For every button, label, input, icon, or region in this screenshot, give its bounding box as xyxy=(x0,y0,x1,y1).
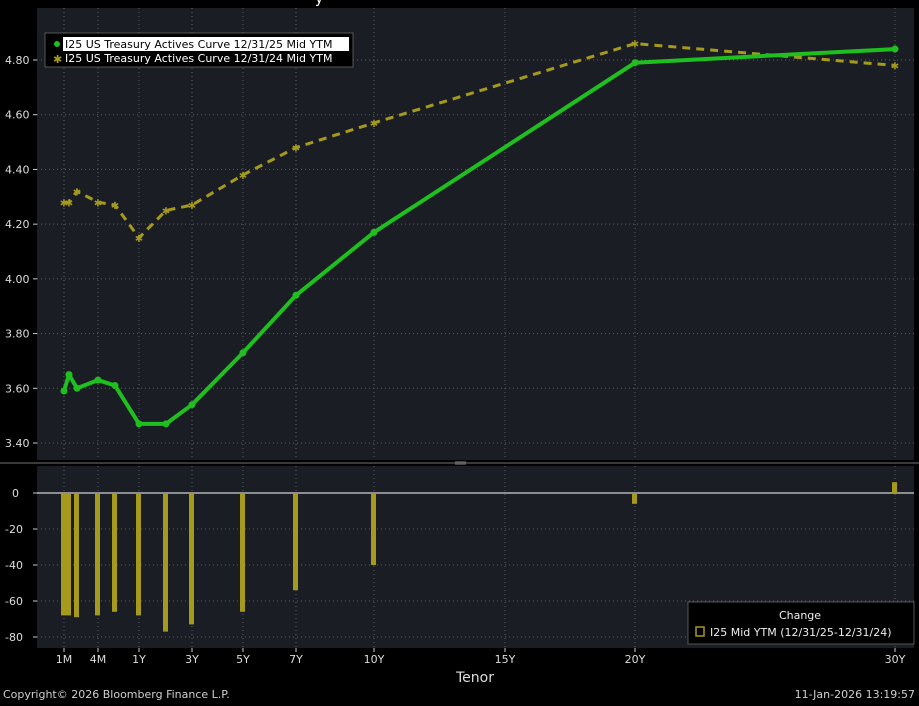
change-bar-7Y xyxy=(293,493,298,591)
change-bar-10Y xyxy=(371,493,376,565)
point-2025-30Y xyxy=(891,45,899,53)
bottom-y-tick-label: -20 xyxy=(5,523,23,536)
point-2025-5Y xyxy=(239,349,247,357)
point-2025-20Y xyxy=(631,59,639,67)
x-tick-label: 15Y xyxy=(495,653,516,666)
point-2025-7Y xyxy=(292,291,300,299)
point-2025-10Y xyxy=(370,228,378,236)
point-2025-4M xyxy=(94,376,102,384)
x-tick-label: 10Y xyxy=(364,653,385,666)
bottom-y-tick-label: -40 xyxy=(5,559,23,572)
x-axis-title: Tenor xyxy=(455,670,494,686)
change-legend-title: Change xyxy=(779,609,821,622)
x-tick-label: 4M xyxy=(90,653,107,666)
legend-star-icon: ✱ xyxy=(53,53,62,66)
bottom-y-tick-label: -60 xyxy=(5,595,23,608)
point-2024-6M: ✱ xyxy=(111,201,119,212)
clipped-title-fragment: y xyxy=(315,0,323,7)
point-2024-1Y: ✱ xyxy=(135,234,143,245)
point-2025-6M xyxy=(111,382,119,390)
point-2024-3M: ✱ xyxy=(73,187,81,198)
point-2024-10Y: ✱ xyxy=(370,119,378,130)
x-tick-label: 1M xyxy=(56,653,73,666)
change-legend-label: I25 Mid YTM (12/31/25-12/31/24) xyxy=(710,626,892,639)
x-tick-label: 20Y xyxy=(625,653,646,666)
top-y-tick-label: 4.40 xyxy=(5,163,30,176)
point-2024-4M: ✱ xyxy=(94,198,102,209)
change-bar-2Y xyxy=(163,493,168,632)
point-2024-2M: ✱ xyxy=(65,198,73,209)
change-bar-2M xyxy=(66,493,71,616)
change-bar-3M xyxy=(74,493,79,618)
change-bar-30Y xyxy=(892,482,897,493)
x-tick-label: 7Y xyxy=(289,653,303,666)
series-line-2024 xyxy=(64,42,896,241)
timestamp-text: 11-Jan-2026 13:19:57 xyxy=(794,688,915,701)
top-y-tick-label: 3.80 xyxy=(5,328,30,341)
legend-label-2025: I25 US Treasury Actives Curve 12/31/25 M… xyxy=(65,38,332,51)
top-y-tick-label: 4.80 xyxy=(5,54,30,67)
change-bar-4M xyxy=(95,493,100,616)
point-2024-1M: ✱ xyxy=(60,198,68,209)
point-2024-3Y: ✱ xyxy=(188,201,196,212)
point-2025-3Y xyxy=(188,401,196,409)
top-legend: I25 US Treasury Actives Curve 12/31/25 M… xyxy=(44,32,354,68)
change-bar-1M xyxy=(61,493,66,616)
x-tick-label: 3Y xyxy=(185,653,199,666)
legend-bar-icon xyxy=(695,626,705,637)
point-2024-5Y: ✱ xyxy=(239,171,247,182)
top-y-tick-label: 4.60 xyxy=(5,109,30,122)
legend-label-2024: I25 US Treasury Actives Curve 12/31/24 M… xyxy=(65,52,332,65)
point-2024-7Y: ✱ xyxy=(292,144,300,155)
change-legend: Change I25 Mid YTM (12/31/25-12/31/24) xyxy=(687,601,915,645)
bottom-y-tick-label: -80 xyxy=(5,631,23,644)
point-2024-2Y: ✱ xyxy=(162,206,170,217)
change-bar-20Y xyxy=(632,493,637,504)
change-bar-5Y xyxy=(240,493,245,612)
x-tick-label: 5Y xyxy=(236,653,250,666)
change-bar-6M xyxy=(112,493,117,612)
top-plot-area xyxy=(37,8,914,460)
top-y-tick-label: 4.20 xyxy=(5,218,30,231)
point-2025-1Y xyxy=(135,420,143,428)
point-2025-1M xyxy=(60,387,68,395)
point-2025-2M xyxy=(65,371,73,379)
copyright-text: Copyright© 2026 Bloomberg Finance L.P. xyxy=(3,688,230,701)
top-y-tick-label: 3.60 xyxy=(5,382,30,395)
top-y-tick-label: 4.00 xyxy=(5,273,30,286)
point-2024-20Y: ✱ xyxy=(631,40,639,51)
point-2025-2Y xyxy=(162,420,170,428)
x-tick-label: 30Y xyxy=(885,653,906,666)
change-bar-3Y xyxy=(189,493,194,625)
point-2024-30Y: ✱ xyxy=(891,61,899,72)
legend-dot-icon xyxy=(54,41,60,47)
bottom-y-tick-label: 0 xyxy=(12,487,19,500)
top-y-tick-label: 3.40 xyxy=(5,437,30,450)
x-tick-label: 1Y xyxy=(132,653,146,666)
point-2025-3M xyxy=(73,384,81,392)
change-bar-1Y xyxy=(136,493,141,616)
